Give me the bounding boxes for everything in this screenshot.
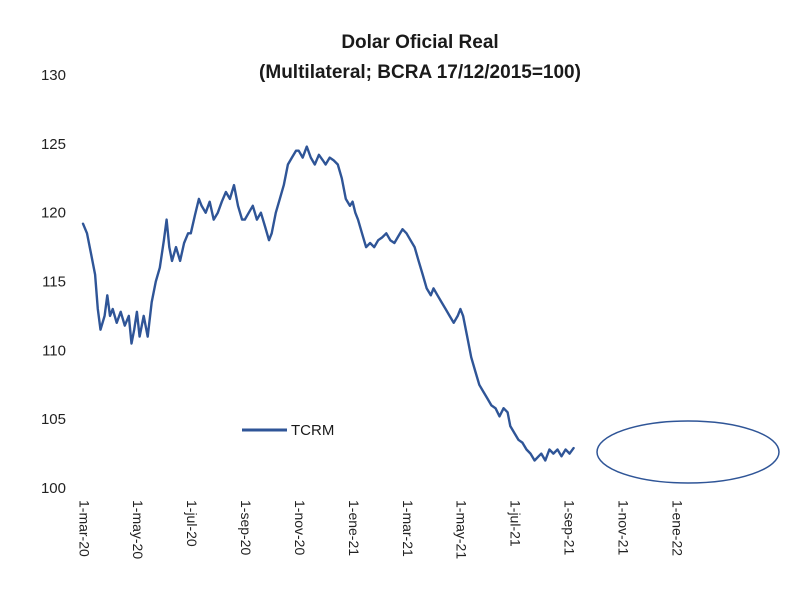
chart-title: Dolar Oficial Real <box>341 32 498 53</box>
y-tick-label: 115 <box>42 274 66 291</box>
x-tick-label: 1-jul-20 <box>184 500 200 547</box>
y-tick-label: 110 <box>42 342 66 359</box>
x-tick-label: 1-may-21 <box>454 500 470 559</box>
y-axis: 100 105 110 115 120 125 130 <box>41 67 66 497</box>
x-tick-label: 1-sep-20 <box>238 500 254 555</box>
x-axis: 1-mar-20 1-may-20 1-jul-20 1-sep-20 1-nov-20… <box>76 500 685 559</box>
series-line-tcrm <box>81 145 575 462</box>
x-tick-label: 1-ene-21 <box>346 500 362 556</box>
x-tick-label: 1-sep-21 <box>562 500 578 555</box>
x-tick-label: 1-nov-21 <box>615 500 631 555</box>
chart-subtitle: (Multilateral; BCRA 17/12/2015=100) <box>259 62 581 83</box>
y-tick-label: 100 <box>41 480 66 497</box>
plot-area <box>81 145 575 462</box>
x-tick-label: 1-jul-21 <box>508 500 524 547</box>
legend-label: TCRM <box>291 422 334 439</box>
y-tick-label: 125 <box>41 136 66 153</box>
legend: TCRM <box>242 422 334 439</box>
y-tick-label: 130 <box>41 67 66 84</box>
x-tick-label: 1-nov-20 <box>292 500 308 555</box>
y-tick-label: 105 <box>41 411 66 428</box>
x-tick-label: 1-ene-22 <box>669 500 685 556</box>
x-tick-label: 1-mar-20 <box>76 500 92 557</box>
y-tick-label: 120 <box>41 205 66 222</box>
highlight-ellipse <box>596 420 780 484</box>
x-tick-label: 1-may-20 <box>130 500 146 559</box>
x-tick-label: 1-mar-21 <box>400 500 416 557</box>
